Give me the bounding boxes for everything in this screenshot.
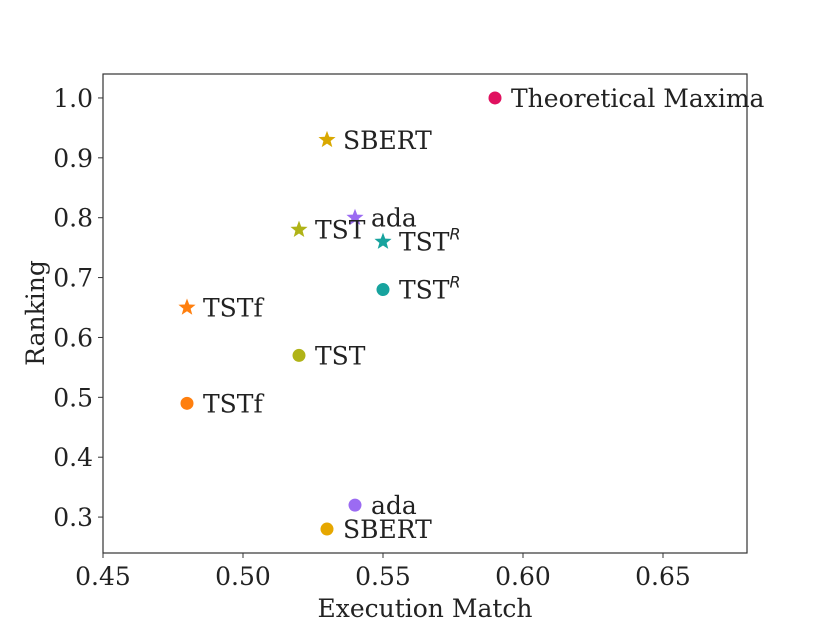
point-label-superscript: R bbox=[449, 225, 460, 244]
point-label: SBERT bbox=[343, 126, 432, 155]
point-label-text: TSTf bbox=[203, 389, 264, 418]
x-tick-label: 0.50 bbox=[215, 562, 271, 591]
star-marker bbox=[290, 220, 308, 237]
point-label-text: ada bbox=[371, 204, 417, 233]
x-tick-label: 0.45 bbox=[75, 562, 131, 591]
y-tick-label: 0.7 bbox=[53, 264, 93, 293]
x-axis-label: Execution Match bbox=[317, 594, 532, 623]
point-label: ada bbox=[371, 204, 417, 233]
y-tick-label: 0.3 bbox=[53, 503, 93, 532]
y-tick-label: 0.5 bbox=[53, 383, 93, 412]
point-label-text: TST bbox=[399, 228, 450, 257]
point-label-superscript: R bbox=[449, 273, 460, 292]
point-label: TSTR bbox=[399, 273, 461, 305]
star-marker bbox=[346, 208, 364, 225]
point-label: ada bbox=[371, 491, 417, 520]
y-tick-label: 1.0 bbox=[53, 84, 93, 113]
star-marker bbox=[178, 298, 196, 315]
point-label: TST bbox=[315, 341, 366, 370]
x-tick-label: 0.60 bbox=[495, 562, 551, 591]
point-label-text: SBERT bbox=[343, 126, 432, 155]
circle-marker bbox=[488, 91, 502, 105]
star-marker bbox=[318, 130, 336, 148]
x-tick-label: 0.65 bbox=[635, 562, 691, 591]
x-axis-ticks: 0.45 0.50 0.55 0.60 0.65 bbox=[75, 553, 691, 591]
circle-marker bbox=[376, 283, 390, 297]
y-axis-ticks: 0.3 0.4 0.5 0.6 0.7 0.8 0.9 1.0 bbox=[53, 84, 103, 532]
y-axis-label: Ranking bbox=[21, 260, 50, 366]
point-label: TST bbox=[315, 216, 366, 245]
circle-marker bbox=[320, 522, 334, 536]
x-tick-label: 0.55 bbox=[355, 562, 411, 591]
point-label: TSTf bbox=[203, 294, 264, 323]
point-label-text: SBERT bbox=[343, 515, 432, 544]
point-label-text: TST bbox=[315, 341, 366, 370]
y-tick-label: 0.8 bbox=[53, 204, 93, 233]
point-label-text: TST bbox=[315, 216, 366, 245]
y-tick-label: 0.4 bbox=[53, 443, 93, 472]
circle-marker bbox=[292, 348, 306, 362]
point-label-text: TSTf bbox=[203, 294, 264, 323]
point-label: SBERT bbox=[343, 515, 432, 544]
point-label-text: Theoretical Maxima bbox=[511, 84, 765, 113]
circle-marker bbox=[348, 498, 362, 512]
circle-marker bbox=[180, 396, 194, 410]
y-tick-label: 0.6 bbox=[53, 323, 93, 352]
y-tick-label: 0.9 bbox=[53, 144, 93, 173]
plot-frame bbox=[102, 73, 748, 554]
point-label: Theoretical Maxima bbox=[511, 84, 765, 113]
point-label-text: ada bbox=[371, 491, 417, 520]
point-label: TSTR bbox=[399, 225, 461, 257]
point-label-text: TST bbox=[399, 276, 450, 305]
star-marker bbox=[374, 232, 392, 249]
point-label: TSTf bbox=[203, 389, 264, 418]
